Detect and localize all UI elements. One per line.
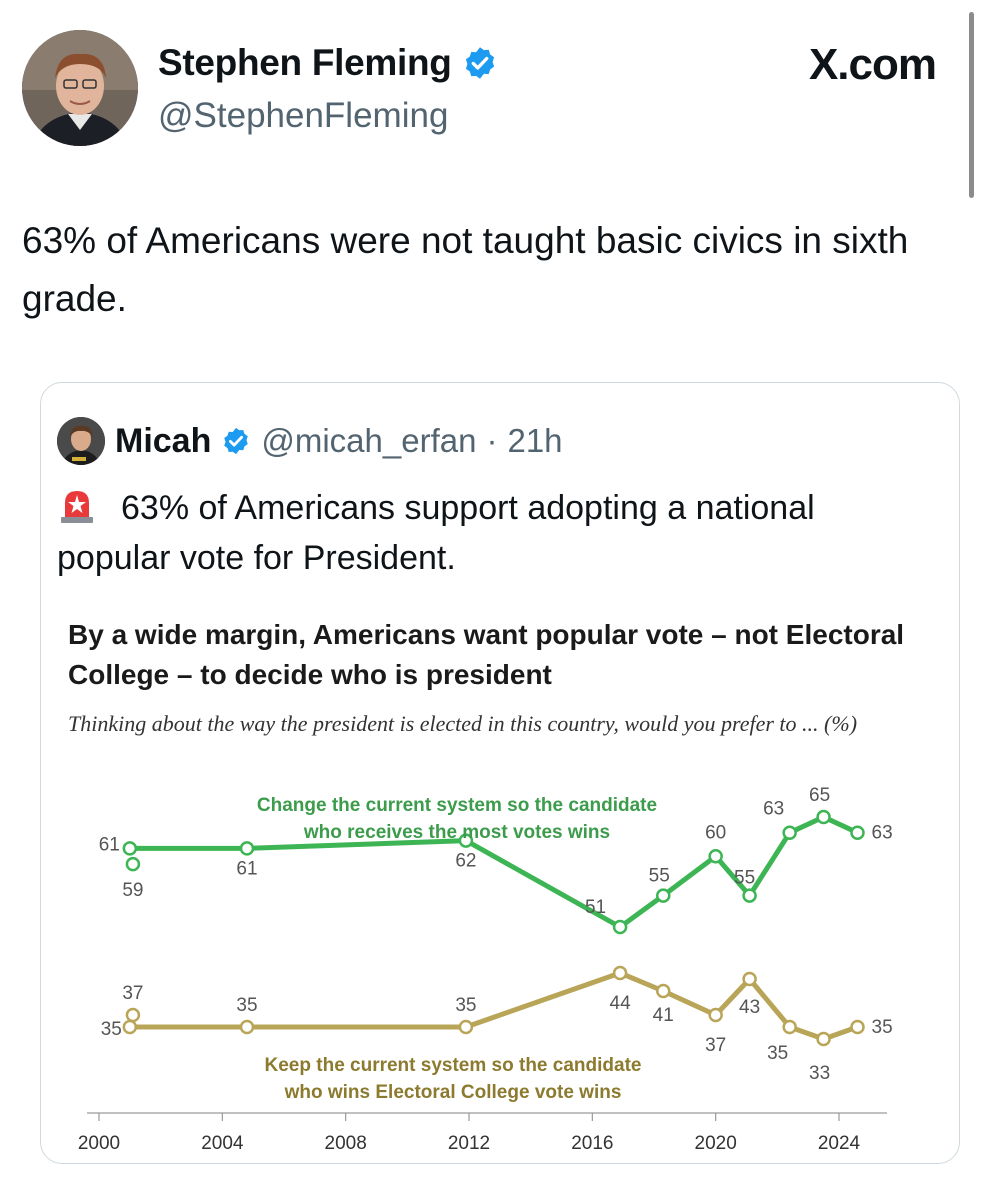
data-point-marker: [239, 841, 255, 856]
series-name-label: Keep the current system so the candidate: [265, 1055, 642, 1076]
verified-badge-icon: [224, 427, 249, 455]
x-tick-label: 2012: [448, 1133, 490, 1154]
data-label: 43: [739, 997, 760, 1018]
data-label: 35: [101, 1019, 122, 1040]
data-label: 35: [236, 995, 257, 1016]
data-point-marker: [742, 971, 757, 987]
author-handle[interactable]: @StephenFleming: [158, 96, 449, 135]
data-label: 60: [705, 822, 726, 843]
data-point-marker: [708, 849, 723, 864]
data-label: 35: [455, 995, 476, 1016]
x-tick-label: 2004: [201, 1133, 244, 1154]
data-point-marker: [850, 1019, 865, 1035]
line-chart: 2000 2004 2008 2012 2016 2020 2024 61 59 61 62 51 55…: [78, 785, 893, 1154]
quoted-tweet-header: Micah @micah_erfan · 21h: [57, 417, 563, 465]
data-label: 37: [705, 1035, 726, 1056]
data-point-marker: [612, 919, 628, 935]
data-point-marker: [612, 965, 628, 981]
author-avatar[interactable]: [22, 30, 138, 146]
chart-image[interactable]: By a wide margin, Americans want popular…: [57, 601, 927, 1161]
chart-subtitle: Thinking about the way the president is …: [68, 711, 858, 736]
data-label: 62: [455, 851, 476, 872]
verified-badge-icon: [465, 47, 494, 79]
data-point-marker: [458, 1019, 474, 1035]
data-label: 35: [767, 1043, 788, 1064]
author-avatar-image: [22, 30, 138, 146]
data-point-marker: [656, 983, 671, 999]
scrollbar[interactable]: [969, 12, 974, 198]
series-name-label: who receives the most votes wins: [303, 822, 610, 843]
data-point-marker: [742, 888, 757, 903]
data-label: 35: [872, 1017, 893, 1038]
series-name-label: who wins Electoral College vote wins: [284, 1082, 622, 1103]
data-label: 51: [585, 897, 606, 918]
series-line: [129, 814, 859, 930]
siren-emoji-icon: [61, 491, 93, 523]
data-label: 65: [809, 785, 830, 806]
data-point-marker: [656, 888, 671, 903]
data-point-marker: [125, 1007, 141, 1023]
data-label: 33: [809, 1063, 830, 1084]
data-point-marker: [239, 1019, 255, 1035]
data-point-marker: [122, 841, 138, 856]
data-label: 44: [610, 993, 632, 1014]
data-label: 61: [236, 858, 257, 879]
quoted-timestamp[interactable]: 21h: [507, 422, 563, 459]
quoted-tweet-text-block: 63% of Americans support adopting a nati…: [57, 483, 937, 583]
quoted-author-name[interactable]: Micah: [115, 421, 212, 460]
quoted-tweet[interactable]: Micah @micah_erfan · 21h 63% of American…: [40, 382, 960, 1164]
data-label: 55: [649, 866, 670, 887]
author-display-name[interactable]: Stephen Fleming: [158, 42, 452, 83]
quoted-separator: ·: [486, 422, 498, 459]
data-point-marker: [125, 856, 141, 872]
x-tick-label: 2020: [695, 1133, 737, 1154]
chart-title: By a wide margin, Americans want popular…: [68, 619, 905, 690]
data-label: 41: [653, 1005, 674, 1026]
series-name-label: Change the current system so the candida…: [257, 795, 657, 816]
data-point-marker: [782, 825, 797, 840]
x-tick-label: 2024: [818, 1133, 861, 1154]
series-line: [129, 970, 859, 1042]
data-label: 61: [99, 834, 120, 855]
x-tick-label: 2008: [325, 1133, 367, 1154]
data-point-marker: [708, 1007, 723, 1023]
x-tick-label: 2016: [571, 1133, 613, 1154]
data-point-marker: [122, 1019, 138, 1035]
data-point-marker: [782, 1019, 797, 1035]
data-label: 59: [122, 880, 143, 901]
data-point-marker: [816, 809, 831, 825]
quoted-author-handle[interactable]: @micah_erfan: [261, 422, 477, 459]
data-label: 55: [734, 868, 755, 889]
data-point-marker: [816, 1031, 831, 1047]
data-point-marker: [850, 825, 865, 840]
quoted-author-avatar[interactable]: [57, 417, 105, 465]
author-name-row: Stephen Fleming: [158, 42, 498, 84]
quoted-tweet-text: 63% of Americans support adopting a nati…: [57, 489, 815, 577]
x-tick-label: 2000: [78, 1133, 120, 1154]
data-point-marker: [458, 833, 474, 848]
data-label: 63: [763, 799, 784, 820]
data-label: 63: [872, 823, 893, 844]
quoted-author-avatar-image: [57, 417, 105, 465]
tweet-text: 63% of Americans were not taught basic c…: [22, 220, 909, 319]
data-label: 37: [122, 983, 143, 1004]
site-label: X.com: [808, 40, 937, 89]
